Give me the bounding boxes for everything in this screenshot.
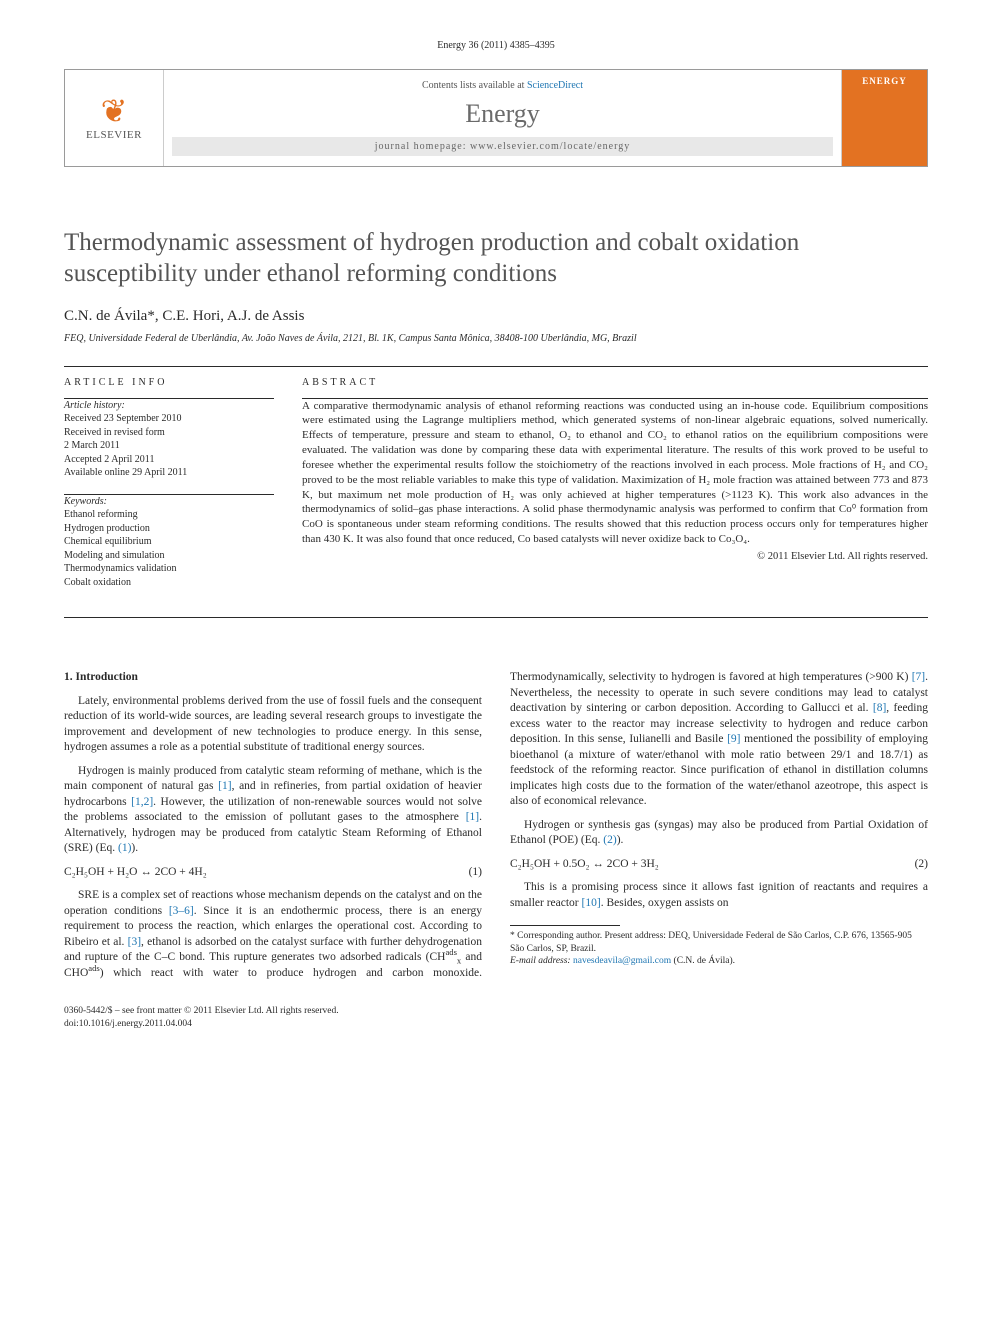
journal-homepage-line: journal homepage: www.elsevier.com/locat… xyxy=(172,137,833,156)
equation-ref-link[interactable]: (1) xyxy=(118,842,131,854)
citation-link[interactable]: [7] xyxy=(912,671,925,683)
text-run: ). xyxy=(131,842,138,854)
history-label: Article history: xyxy=(64,399,274,413)
journal-reference: Energy 36 (2011) 4385–4395 xyxy=(64,40,928,51)
footer-doi[interactable]: doi:10.1016/j.energy.2011.04.004 xyxy=(64,1018,928,1030)
superscript: ads xyxy=(445,947,456,957)
history-line: 2 March 2011 xyxy=(64,439,274,453)
equation-number: (2) xyxy=(915,857,928,873)
keyword: Hydrogen production xyxy=(64,522,274,536)
citation-link[interactable]: [9] xyxy=(727,733,740,745)
masthead-center: Contents lists available at ScienceDirec… xyxy=(164,70,841,166)
sciencedirect-link[interactable]: ScienceDirect xyxy=(527,80,583,91)
citation-link[interactable]: [1] xyxy=(466,811,479,823)
article-title: Thermodynamic assessment of hydrogen pro… xyxy=(64,227,928,290)
body-two-column: 1. Introduction Lately, environmental pr… xyxy=(64,670,928,981)
keyword: Thermodynamics validation xyxy=(64,562,274,576)
equation-number: (1) xyxy=(469,865,482,881)
history-line: Received in revised form xyxy=(64,426,274,440)
history-line: Accepted 2 April 2011 xyxy=(64,453,274,467)
article-history: Article history: Received 23 September 2… xyxy=(64,399,274,480)
body-paragraph: Hydrogen is mainly produced from catalyt… xyxy=(64,764,482,857)
email-suffix: (C.N. de Ávila). xyxy=(671,956,735,966)
homepage-prefix: journal homepage: xyxy=(375,141,470,152)
citation-link[interactable]: [3–6] xyxy=(169,905,194,917)
masthead: ❦ ELSEVIER Contents lists available at S… xyxy=(64,69,928,167)
rule-top xyxy=(64,366,928,367)
footer-front-matter: 0360-5442/$ – see front matter © 2011 El… xyxy=(64,1005,928,1017)
cover-label: ENERGY xyxy=(862,76,907,86)
contents-prefix: Contents lists available at xyxy=(422,80,527,91)
abstract-text: A comparative thermodynamic analysis of … xyxy=(302,399,928,547)
author-list: C.N. de Ávila*, C.E. Hori, A.J. de Assis xyxy=(64,308,928,325)
history-line: Received 23 September 2010 xyxy=(64,412,274,426)
footnote-separator xyxy=(510,925,620,926)
journal-cover-thumb: ENERGY xyxy=(841,70,927,166)
abstract-column: ABSTRACT A comparative thermodynamic ana… xyxy=(302,377,928,604)
article-info-heading: ARTICLE INFO xyxy=(64,377,274,388)
equation-row: C₂H₅OH + H₂O ↔ 2CO + 4H₂ (1) xyxy=(64,865,482,881)
elsevier-tree-icon: ❦ xyxy=(101,95,128,127)
keyword: Cobalt oxidation xyxy=(64,576,274,590)
body-paragraph: This is a promising process since it all… xyxy=(510,880,928,911)
citation-link[interactable]: [8] xyxy=(873,702,886,714)
publisher-name: ELSEVIER xyxy=(86,129,142,141)
article-info-column: ARTICLE INFO Article history: Received 2… xyxy=(64,377,274,604)
body-paragraph: Hydrogen or synthesis gas (syngas) may a… xyxy=(510,818,928,849)
homepage-url[interactable]: www.elsevier.com/locate/energy xyxy=(470,141,630,152)
section-heading: 1. Introduction xyxy=(64,670,482,686)
equation: C₂H₅OH + 0.5O₂ ↔ 2CO + 3H₂ xyxy=(510,857,659,873)
keywords-block: Keywords: Ethanol reforming Hydrogen pro… xyxy=(64,495,274,590)
keyword: Modeling and simulation xyxy=(64,549,274,563)
citation-link[interactable]: [1] xyxy=(218,780,231,792)
equation-row: C₂H₅OH + 0.5O₂ ↔ 2CO + 3H₂ (2) xyxy=(510,857,928,873)
info-abstract-row: ARTICLE INFO Article history: Received 2… xyxy=(64,377,928,604)
rule-bottom xyxy=(64,617,928,618)
text-run: . Besides, oxygen assists on xyxy=(601,897,729,909)
text-run: Hydrogen or synthesis gas (syngas) may a… xyxy=(510,819,928,847)
journal-name: Energy xyxy=(465,99,540,129)
affiliation: FEQ, Universidade Federal de Uberlândia,… xyxy=(64,333,928,344)
superscript: ads xyxy=(88,963,99,973)
keyword: Ethanol reforming xyxy=(64,508,274,522)
footnote-line: E-mail address: navesdeavila@gmail.com (… xyxy=(510,955,928,967)
history-line: Available online 29 April 2011 xyxy=(64,466,274,480)
page-footer: 0360-5442/$ – see front matter © 2011 El… xyxy=(64,1005,928,1030)
equation-ref-link[interactable]: (2) xyxy=(603,834,616,846)
email-label: E-mail address: xyxy=(510,956,573,966)
footnote-line: * Corresponding author. Present address:… xyxy=(510,930,928,955)
copyright-line: © 2011 Elsevier Ltd. All rights reserved… xyxy=(302,551,928,562)
keyword: Chemical equilibrium xyxy=(64,535,274,549)
citation-link[interactable]: [1,2] xyxy=(131,796,153,808)
equation: C₂H₅OH + H₂O ↔ 2CO + 4H₂ xyxy=(64,865,207,881)
publisher-logo-block: ❦ ELSEVIER xyxy=(65,70,164,166)
text-run: ). xyxy=(617,834,624,846)
page: Energy 36 (2011) 4385–4395 ❦ ELSEVIER Co… xyxy=(0,0,992,1070)
contents-available-line: Contents lists available at ScienceDirec… xyxy=(422,80,583,91)
abstract-heading: ABSTRACT xyxy=(302,377,928,388)
corresponding-author-footnote: * Corresponding author. Present address:… xyxy=(510,930,928,967)
citation-link[interactable]: [10] xyxy=(582,897,601,909)
citation-link[interactable]: [3] xyxy=(128,936,141,948)
body-paragraph: Lately, environmental problems derived f… xyxy=(64,694,482,756)
email-link[interactable]: navesdeavila@gmail.com xyxy=(573,956,671,966)
keywords-label: Keywords: xyxy=(64,495,274,509)
